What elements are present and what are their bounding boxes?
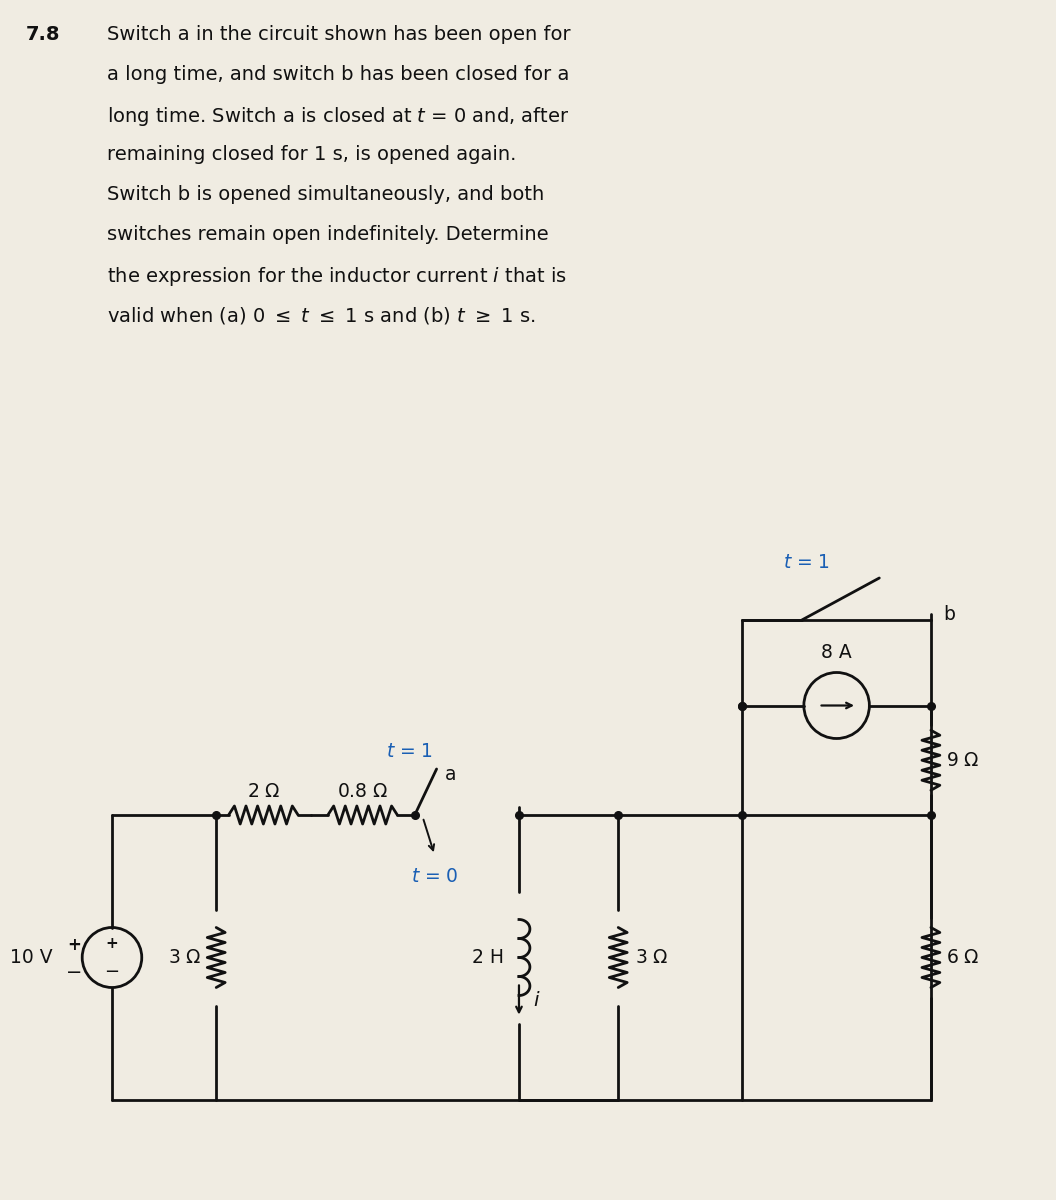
Text: 3 $\Omega$: 3 $\Omega$ [635,948,668,967]
Text: remaining closed for 1 s, is opened again.: remaining closed for 1 s, is opened agai… [107,145,516,164]
Text: Switch a in the circuit shown has been open for: Switch a in the circuit shown has been o… [107,25,570,44]
Text: the expression for the inductor current $i$ that is: the expression for the inductor current … [107,265,567,288]
Text: 8 A: 8 A [822,643,852,662]
Text: valid when (a) 0 $\leq$ $t$ $\leq$ 1 s and (b) $t$ $\geq$ 1 s.: valid when (a) 0 $\leq$ $t$ $\leq$ 1 s a… [107,305,535,326]
Text: $t$ = 1: $t$ = 1 [784,553,830,572]
Text: +: + [106,936,118,950]
Text: switches remain open indefinitely. Determine: switches remain open indefinitely. Deter… [107,226,549,244]
Text: 6 $\Omega$: 6 $\Omega$ [946,948,979,967]
Text: a: a [445,764,456,784]
Text: +: + [68,936,81,954]
Text: a long time, and switch b has been closed for a: a long time, and switch b has been close… [107,65,569,84]
Text: 9 $\Omega$: 9 $\Omega$ [946,751,979,769]
Text: b: b [943,606,955,624]
Text: $t$ = 1: $t$ = 1 [386,742,433,761]
Text: Switch b is opened simultaneously, and both: Switch b is opened simultaneously, and b… [107,185,544,204]
Text: 2 $\Omega$: 2 $\Omega$ [247,782,280,802]
Text: −: − [67,962,82,982]
Text: −: − [105,962,119,980]
Text: 3 $\Omega$: 3 $\Omega$ [168,948,202,967]
Text: $t$ = 0: $t$ = 0 [411,866,458,886]
Text: 2 H: 2 H [472,948,504,967]
Text: 7.8: 7.8 [25,25,60,44]
Text: 10 V: 10 V [10,948,53,967]
Text: long time. Switch a is closed at $t$ = 0 and, after: long time. Switch a is closed at $t$ = 0… [107,104,569,128]
Text: 0.8 $\Omega$: 0.8 $\Omega$ [337,782,388,802]
Text: $i$: $i$ [533,991,541,1010]
